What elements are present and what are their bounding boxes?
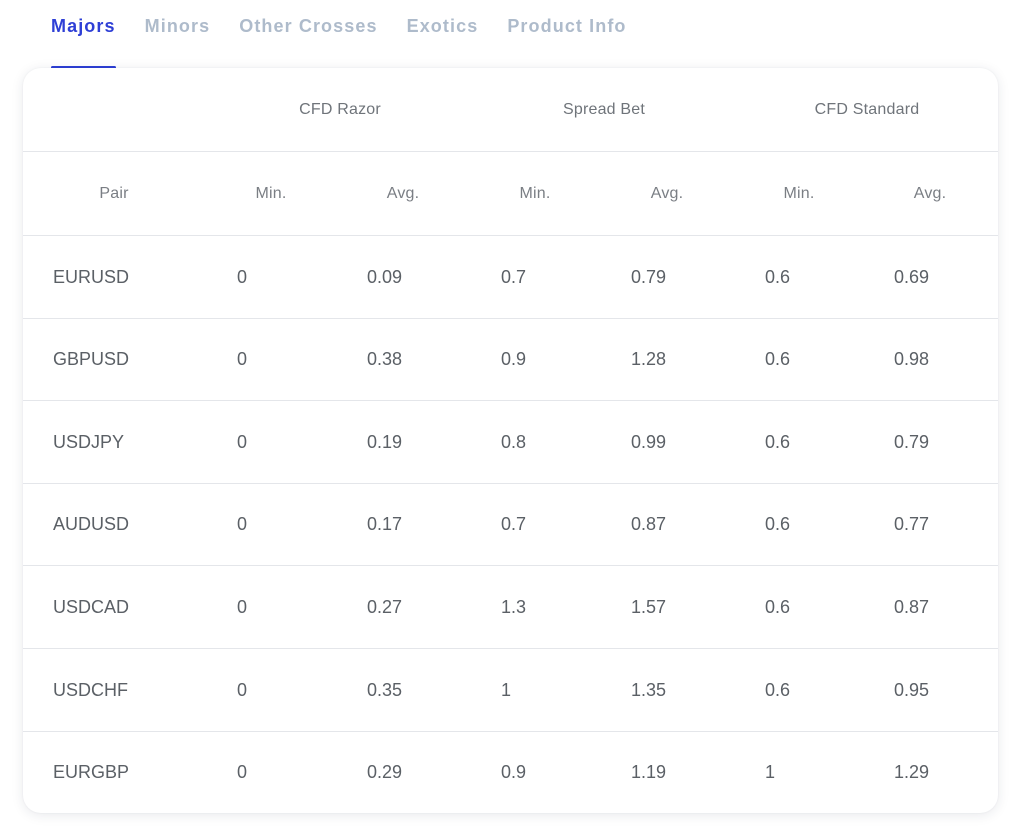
cell-cfd-razor-min: 0 bbox=[237, 679, 248, 700]
column-header-cfd-standard-avg: Avg. bbox=[913, 184, 947, 202]
cell-cfd-standard-avg: 0.79 bbox=[894, 431, 930, 452]
cell-cfd-standard-min: 0.6 bbox=[765, 266, 791, 287]
cell-cfd-razor-avg: 0.38 bbox=[367, 349, 403, 369]
table-row: EURGBP 0 0.29 0.9 1.19 1 1.29 bbox=[23, 732, 998, 813]
table-row: USDJPY 0 0.19 0.8 0.99 0.6 0.79 bbox=[23, 401, 998, 484]
cell-spread-bet-min: 0.7 bbox=[501, 266, 527, 287]
table-row: EURUSD 0 0.09 0.7 0.79 0.6 0.69 bbox=[23, 236, 998, 319]
cell-spread-bet-min: 0.9 bbox=[501, 762, 527, 782]
cell-cfd-razor-avg: 0.29 bbox=[367, 762, 403, 782]
table-row: AUDUSD 0 0.17 0.7 0.87 0.6 0.77 bbox=[23, 484, 998, 566]
cell-spread-bet-avg: 0.79 bbox=[631, 266, 667, 287]
cell-cfd-razor-min: 0 bbox=[237, 596, 248, 617]
cell-cfd-standard-avg: 1.29 bbox=[894, 762, 930, 782]
tab-majors-label: Majors bbox=[51, 16, 116, 36]
column-header-cfd-razor-min: Min. bbox=[255, 184, 287, 202]
cell-pair: USDCAD bbox=[53, 596, 130, 617]
cell-cfd-standard-avg: 0.87 bbox=[894, 596, 930, 617]
cell-pair: GBPUSD bbox=[53, 349, 130, 369]
group-header-spread-bet: Spread Bet bbox=[562, 100, 646, 118]
table-column-header: Pair Min. Avg. Min. Avg. Min. Avg. bbox=[23, 152, 998, 236]
tab-exotics[interactable]: Exotics bbox=[407, 0, 479, 70]
cell-pair: AUDUSD bbox=[53, 514, 130, 534]
cell-pair: USDCHF bbox=[53, 679, 128, 700]
tab-majors[interactable]: Majors bbox=[51, 0, 116, 70]
cell-cfd-razor-avg: 0.35 bbox=[367, 679, 403, 700]
tab-other-crosses[interactable]: Other Crosses bbox=[239, 0, 377, 70]
column-header-cfd-razor-avg: Avg. bbox=[386, 184, 420, 202]
cell-spread-bet-min: 0.9 bbox=[501, 349, 527, 369]
column-header-cfd-standard-min: Min. bbox=[783, 184, 815, 202]
column-header-spread-bet-min: Min. bbox=[519, 184, 551, 202]
cell-cfd-standard-min: 0.6 bbox=[765, 679, 791, 700]
spreads-table-card: CFD Razor Spread Bet CFD Standard Pair M… bbox=[23, 68, 998, 813]
column-header-pair: Pair bbox=[99, 184, 129, 202]
tab-other-crosses-label: Other Crosses bbox=[239, 16, 378, 36]
cell-cfd-standard-avg: 0.98 bbox=[894, 349, 930, 369]
table-row: GBPUSD 0 0.38 0.9 1.28 0.6 0.98 bbox=[23, 319, 998, 401]
tab-product-info-label: Product Info bbox=[507, 16, 627, 36]
cell-spread-bet-avg: 1.28 bbox=[631, 349, 667, 369]
cell-cfd-razor-min: 0 bbox=[237, 349, 248, 369]
tab-product-info[interactable]: Product Info bbox=[507, 0, 626, 70]
cell-spread-bet-min: 1 bbox=[501, 679, 512, 700]
table-row: USDCHF 0 0.35 1 1.35 0.6 0.95 bbox=[23, 649, 998, 732]
cell-cfd-standard-min: 1 bbox=[765, 762, 776, 782]
cell-cfd-razor-avg: 0.27 bbox=[367, 596, 403, 617]
cell-cfd-razor-avg: 0.19 bbox=[367, 431, 403, 452]
cell-cfd-razor-avg: 0.17 bbox=[367, 514, 403, 534]
cell-spread-bet-avg: 0.87 bbox=[631, 514, 667, 534]
cell-cfd-razor-min: 0 bbox=[237, 266, 248, 287]
cell-cfd-standard-avg: 0.95 bbox=[894, 679, 930, 700]
cell-cfd-standard-avg: 0.77 bbox=[894, 514, 930, 534]
group-header-cfd-razor: CFD Razor bbox=[299, 100, 381, 118]
cell-cfd-razor-min: 0 bbox=[237, 514, 248, 534]
tab-exotics-label: Exotics bbox=[406, 16, 479, 36]
tab-minors[interactable]: Minors bbox=[145, 0, 211, 70]
active-tab-indicator bbox=[51, 66, 116, 69]
tab-bar: Majors Minors Other Crosses Exotics Prod… bbox=[51, 0, 656, 70]
cell-cfd-standard-min: 0.6 bbox=[765, 431, 791, 452]
cell-spread-bet-min: 0.8 bbox=[501, 431, 527, 452]
tab-minors-label: Minors bbox=[144, 16, 211, 36]
cell-cfd-standard-avg: 0.69 bbox=[894, 266, 930, 287]
cell-pair: EURGBP bbox=[53, 762, 130, 782]
group-header-cfd-standard: CFD Standard bbox=[814, 100, 920, 118]
cell-cfd-standard-min: 0.6 bbox=[765, 349, 791, 369]
cell-cfd-razor-avg: 0.09 bbox=[367, 266, 403, 287]
table-group-header: CFD Razor Spread Bet CFD Standard bbox=[23, 68, 998, 152]
cell-cfd-standard-min: 0.6 bbox=[765, 596, 791, 617]
cell-spread-bet-min: 1.3 bbox=[501, 596, 527, 617]
cell-cfd-standard-min: 0.6 bbox=[765, 514, 791, 534]
cell-spread-bet-avg: 1.19 bbox=[631, 762, 667, 782]
cell-spread-bet-avg: 0.99 bbox=[631, 431, 667, 452]
cell-pair: USDJPY bbox=[53, 431, 125, 452]
cell-spread-bet-avg: 1.57 bbox=[631, 596, 667, 617]
table-row: USDCAD 0 0.27 1.3 1.57 0.6 0.87 bbox=[23, 566, 998, 649]
cell-spread-bet-min: 0.7 bbox=[501, 514, 527, 534]
cell-spread-bet-avg: 1.35 bbox=[631, 679, 667, 700]
column-header-spread-bet-avg: Avg. bbox=[650, 184, 684, 202]
cell-cfd-razor-min: 0 bbox=[237, 762, 248, 782]
cell-cfd-razor-min: 0 bbox=[237, 431, 248, 452]
cell-pair: EURUSD bbox=[53, 266, 130, 287]
